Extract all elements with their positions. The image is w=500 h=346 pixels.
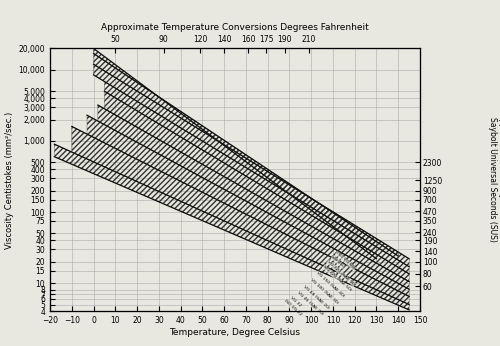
Text: VG 46 (SAE 20): VG 46 (SAE 20) [296,290,324,316]
Text: VG 220 (SAE 50): VG 220 (SAE 50) [322,265,352,292]
Y-axis label: Approximate Viscosity Conversions
Saybolt Universal Seconds (SUS): Approximate Viscosity Conversions Saybol… [488,112,500,247]
Text: VG 68 (SAE 20): VG 68 (SAE 20) [302,285,330,310]
Text: VG 460: VG 460 [331,255,345,269]
X-axis label: Temperature, Degree Celsius: Temperature, Degree Celsius [170,328,300,337]
Text: VG 32: VG 32 [290,296,302,308]
Text: ISO VG 22: ISO VG 22 [283,299,302,317]
Text: VG 320 (SAE 90): VG 320 (SAE 90) [326,260,356,287]
Y-axis label: Viscosity Centistokes (mm²/sec.): Viscosity Centistokes (mm²/sec.) [6,111,15,248]
Text: ISO VG 680: ISO VG 680 [335,251,356,271]
X-axis label: Approximate Temperature Conversions Degrees Fahrenheit: Approximate Temperature Conversions Degr… [101,24,369,33]
Text: VG 100 (SAE 30): VG 100 (SAE 30) [309,278,338,305]
Text: VG 150 (SAE 40): VG 150 (SAE 40) [316,271,345,298]
